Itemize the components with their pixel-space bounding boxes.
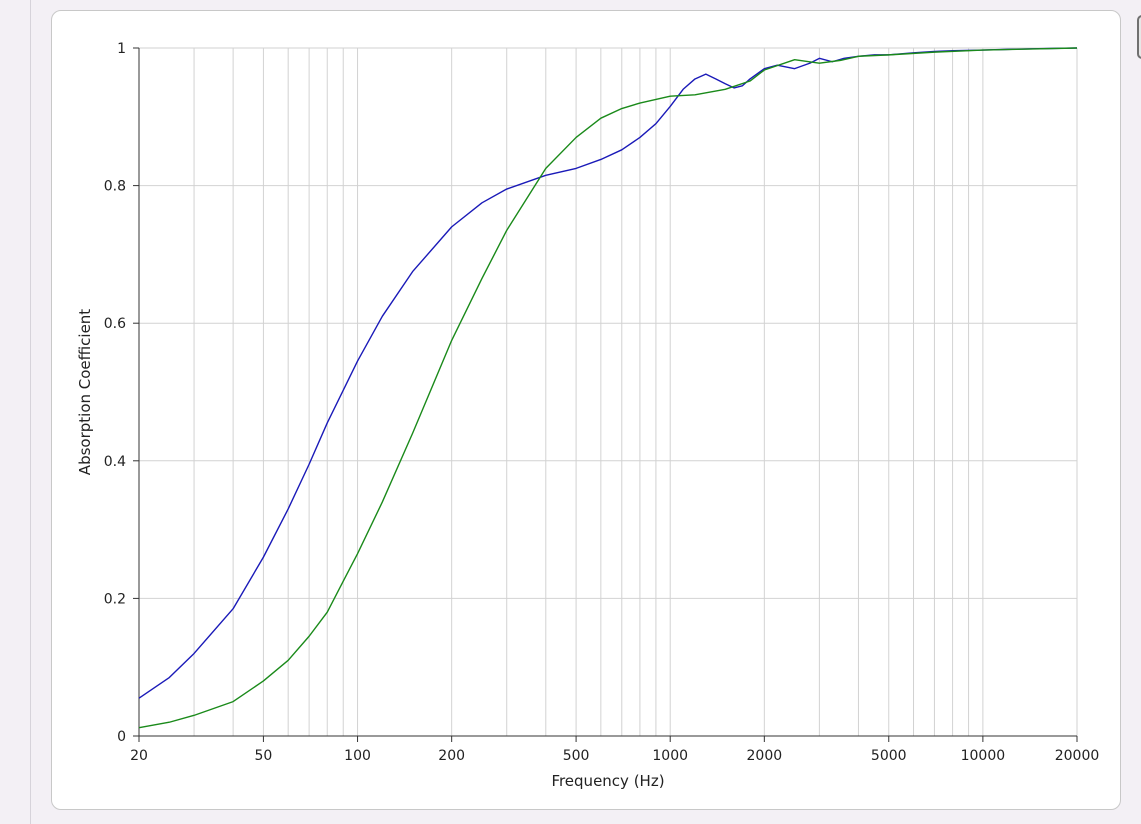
y-axis-label: Absorption Coefficient <box>76 309 94 475</box>
x-tick-label: 5000 <box>871 748 907 764</box>
chart-panel <box>51 10 1121 810</box>
x-tick-label: 2000 <box>747 748 783 764</box>
x-tick-label: 10000 <box>961 748 1006 764</box>
series-lines <box>138 47 1078 729</box>
y-tick-label: 0.8 <box>104 179 126 195</box>
x-tick-label: 500 <box>563 748 590 764</box>
axes <box>133 47 1078 742</box>
y-tick-label: 0 <box>117 729 126 745</box>
x-tick-label: 200 <box>438 748 465 764</box>
left-sidebar-strip <box>0 0 31 824</box>
x-tick-label: 20 <box>130 748 148 764</box>
tick-labels: 0 0.2 0.4 0.6 0.8 1 20 50 100 200 500 1000 2000 5000 1… <box>104 41 1100 764</box>
series-line-1 <box>138 47 1078 699</box>
y-tick-label: 1 <box>117 41 126 57</box>
x-tick-label: 1000 <box>652 748 688 764</box>
grid-lines <box>139 47 1078 736</box>
y-tick-label: 0.4 <box>104 454 126 470</box>
x-axis-label: Frequency (Hz) <box>551 772 664 790</box>
side-scroll-tab[interactable] <box>1137 15 1141 59</box>
x-tick-label: 100 <box>344 748 371 764</box>
x-tick-label: 50 <box>255 748 273 764</box>
series-line-2 <box>138 47 1078 729</box>
x-tick-label: 20000 <box>1055 748 1100 764</box>
y-tick-label: 0.6 <box>104 316 126 332</box>
y-tick-label: 0.2 <box>104 591 126 607</box>
